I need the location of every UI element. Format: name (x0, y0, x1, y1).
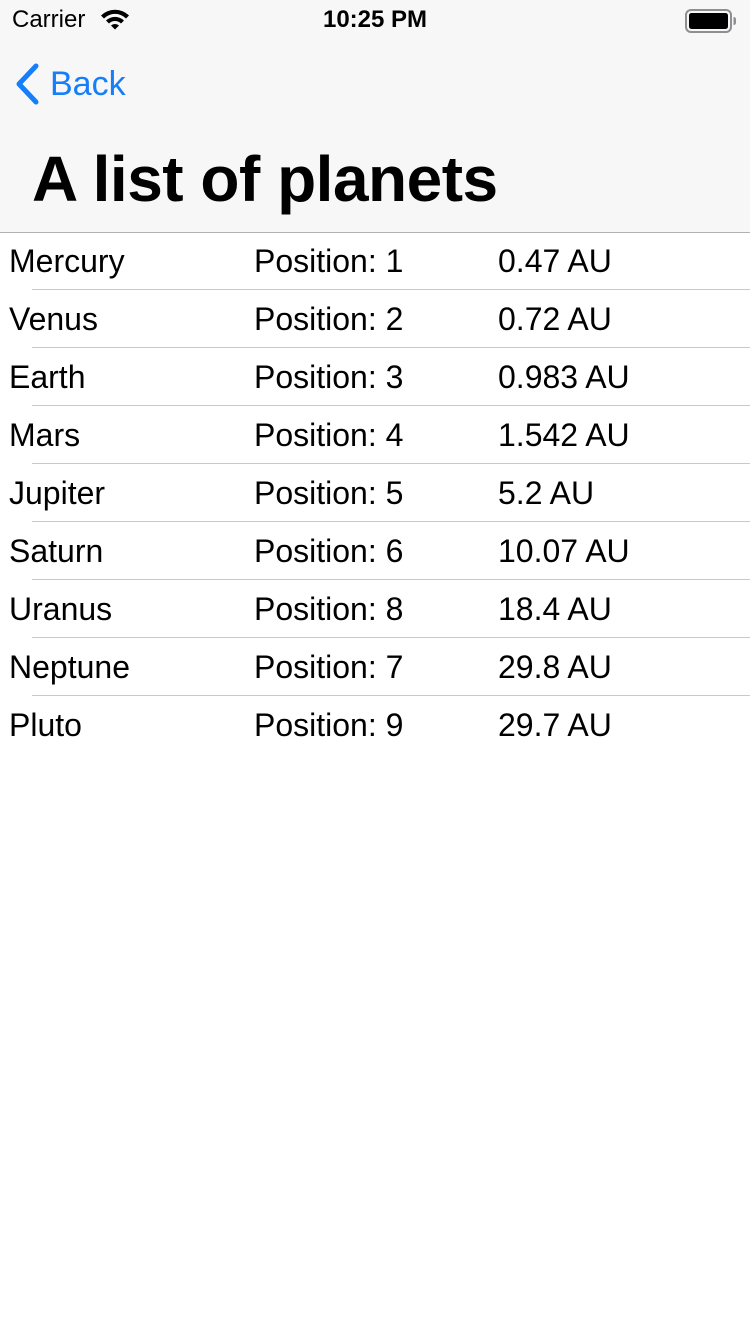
planet-name: Pluto (9, 707, 82, 743)
planet-distance: 0.72 AU (498, 301, 612, 337)
chevron-left-icon (16, 63, 39, 105)
list-item[interactable]: Uranus Position: 8 18.4 AU (0, 580, 750, 638)
planet-distance: 0.983 AU (498, 359, 630, 395)
nav-bar: Back (0, 40, 750, 128)
back-button[interactable]: Back (14, 62, 126, 106)
planet-position: Position: 4 (254, 417, 404, 453)
row-separator (32, 463, 750, 464)
list-item[interactable]: Neptune Position: 7 29.8 AU (0, 638, 750, 696)
planet-name: Neptune (9, 649, 130, 685)
planet-distance: 29.8 AU (498, 649, 612, 685)
row-separator (32, 579, 750, 580)
list-item[interactable]: Mars Position: 4 1.542 AU (0, 406, 750, 464)
clock-time: 10:25 PM (322, 6, 428, 33)
row-separator (32, 289, 750, 290)
carrier-label: Carrier (12, 6, 86, 33)
planet-name: Earth (9, 359, 86, 395)
row-separator (32, 637, 750, 638)
planet-distance: 18.4 AU (498, 591, 612, 627)
planet-position: Position: 1 (254, 243, 404, 279)
planet-position: Position: 2 (254, 301, 404, 337)
planet-name: Venus (9, 301, 98, 337)
planet-name: Mercury (9, 243, 125, 279)
planet-name: Mars (9, 417, 81, 453)
planet-position: Position: 9 (254, 707, 404, 743)
planet-distance: 1.542 AU (498, 417, 630, 453)
planet-position: Position: 7 (254, 649, 404, 685)
battery-icon (685, 9, 736, 33)
list-item[interactable]: Earth Position: 3 0.983 AU (0, 348, 750, 406)
list-item[interactable]: Venus Position: 2 0.72 AU (0, 290, 750, 348)
planet-name: Uranus (9, 591, 113, 627)
planet-position: Position: 3 (254, 359, 404, 395)
planet-name: Jupiter (9, 475, 106, 511)
list-item[interactable]: Saturn Position: 6 10.07 AU (0, 522, 750, 580)
planet-list: Mercury Position: 1 0.47 AU Venus Positi… (0, 232, 750, 754)
planet-distance: 5.2 AU (498, 475, 595, 511)
page-title: A list of planets (32, 143, 498, 215)
navigation-header: Carrier 10:25 PM Back A list of planets (0, 0, 750, 233)
list-item[interactable]: Pluto Position: 9 29.7 AU (0, 696, 750, 754)
list-item[interactable]: Jupiter Position: 5 5.2 AU (0, 464, 750, 522)
planet-position: Position: 5 (254, 475, 404, 511)
planet-distance: 29.7 AU (498, 707, 612, 743)
row-separator (32, 347, 750, 348)
row-separator (32, 405, 750, 406)
back-label: Back (50, 65, 126, 103)
planet-distance: 0.47 AU (498, 243, 612, 279)
wifi-icon (101, 9, 129, 30)
row-separator (32, 521, 750, 522)
planet-distance: 10.07 AU (498, 533, 630, 569)
row-separator (32, 695, 750, 696)
list-item[interactable]: Mercury Position: 1 0.47 AU (0, 232, 750, 290)
planet-name: Saturn (9, 533, 104, 569)
planet-position: Position: 6 (254, 533, 404, 569)
status-bar: Carrier 10:25 PM (0, 0, 750, 40)
planet-position: Position: 8 (254, 591, 404, 627)
